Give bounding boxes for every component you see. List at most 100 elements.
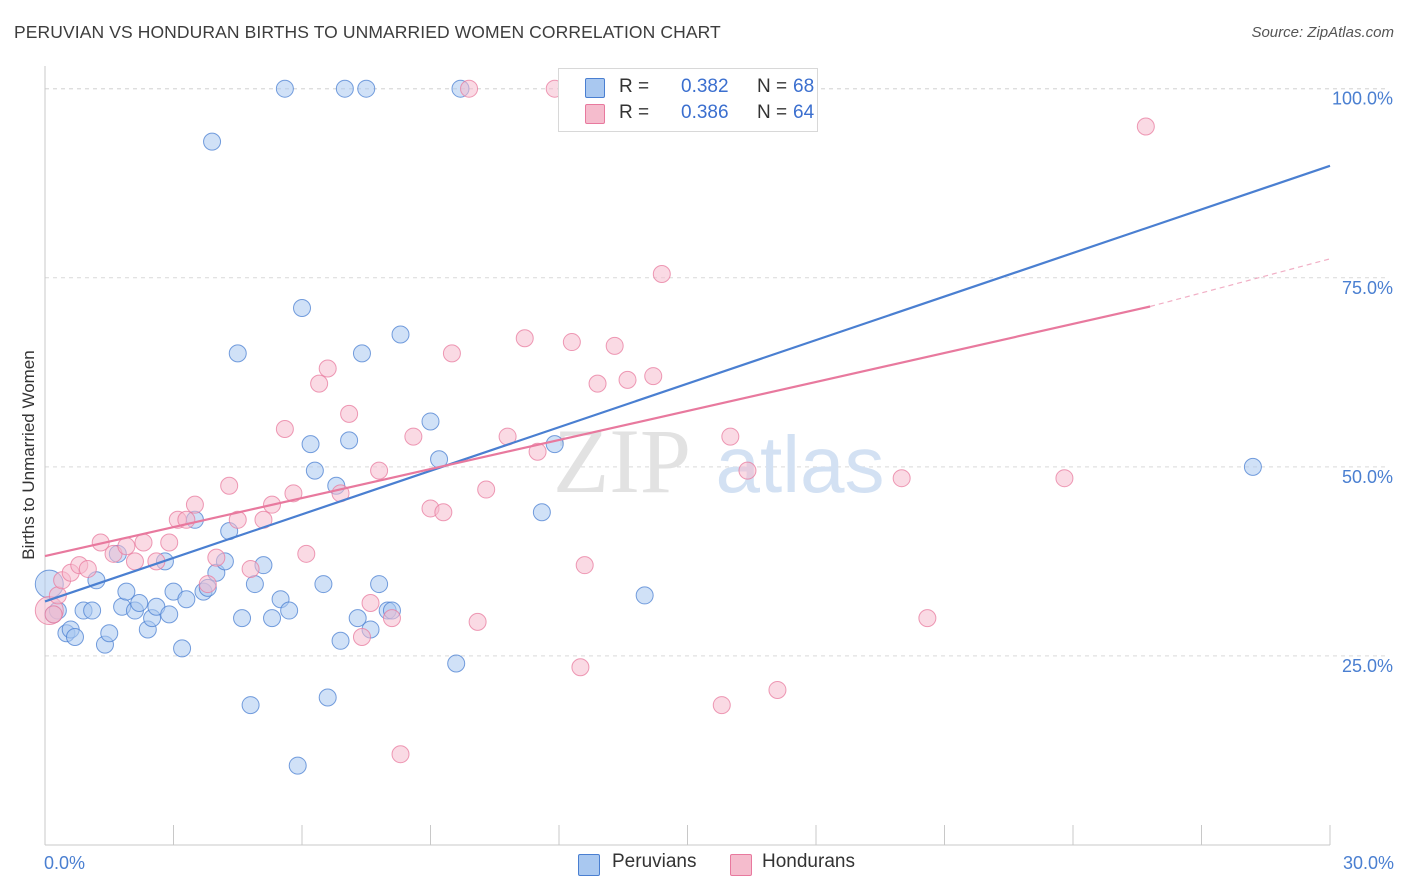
peruvian-point <box>352 344 371 363</box>
legend-swatch-pink <box>585 104 605 124</box>
peruvian-point <box>318 688 337 707</box>
peruvian-point <box>1243 457 1262 476</box>
peruvian-point <box>340 431 359 450</box>
legend-n-label: N = <box>757 76 788 97</box>
peruvians-swatch <box>578 854 600 876</box>
peruvian-point <box>203 132 222 151</box>
honduran-point <box>160 533 179 552</box>
peruvian-point <box>391 325 410 344</box>
peruvian-point <box>293 299 311 318</box>
honduran-point <box>207 548 226 567</box>
peruvian-point <box>130 593 149 612</box>
watermark-atlas: atlas <box>716 420 885 509</box>
honduran-point <box>340 404 359 423</box>
peruvian-point <box>263 609 282 628</box>
correlation-legend: R = 0.382 N = 68 R = 0.386 N = 64 <box>558 68 818 132</box>
honduran-point <box>1055 469 1074 488</box>
peruvian-point <box>335 79 354 98</box>
peruvian-point <box>275 79 294 98</box>
hondurans-swatch <box>730 854 752 876</box>
peruvian-point <box>245 575 264 594</box>
honduran-point <box>434 503 453 522</box>
peruvian-point <box>288 756 307 775</box>
honduran-point <box>125 552 144 571</box>
honduran-point <box>1136 117 1155 136</box>
honduran-point <box>78 559 97 578</box>
peruvian-point <box>241 696 260 715</box>
legend-n-value: 64 <box>793 102 815 123</box>
honduran-point <box>712 696 731 715</box>
watermark: ZIP atlas <box>553 410 884 512</box>
honduran-point <box>768 680 787 699</box>
honduran-point <box>618 370 637 389</box>
honduran-point <box>352 628 371 647</box>
legend-n-value: 68 <box>793 76 815 97</box>
peruvians-trend-line <box>44 164 1331 603</box>
honduran-point <box>370 461 389 480</box>
trend-layer <box>44 164 1331 603</box>
peruvian-point <box>65 628 84 647</box>
chart-title: PERUVIAN VS HONDURAN BIRTHS TO UNMARRIED… <box>14 22 721 42</box>
honduran-point <box>892 469 911 488</box>
y-tick-label: 75.0% <box>1342 278 1393 298</box>
peruvian-point <box>280 601 299 620</box>
honduran-point <box>117 537 136 556</box>
peruvian-point <box>301 435 320 454</box>
honduran-point <box>391 745 410 764</box>
honduran-point <box>310 374 329 393</box>
honduran-point <box>515 329 534 348</box>
hondurans-trend-extension <box>1149 258 1331 308</box>
legend-r-label: R = <box>619 76 650 97</box>
honduran-point <box>134 533 153 552</box>
honduran-point <box>198 575 217 594</box>
honduran-point <box>644 367 663 386</box>
legend-r-value: 0.386 <box>681 102 729 123</box>
honduran-point <box>44 605 63 624</box>
honduran-point <box>318 359 337 378</box>
source-credit: Source: ZipAtlas.com <box>1251 24 1394 41</box>
peruvian-point <box>357 79 376 98</box>
honduran-point <box>528 442 547 461</box>
peruvians-label: Peruvians <box>612 851 697 872</box>
peruvian-point <box>117 582 136 601</box>
y-tick-label: 50.0% <box>1342 467 1393 487</box>
peruvian-point <box>421 412 440 431</box>
honduran-point <box>575 556 594 575</box>
peruvian-point <box>305 461 324 480</box>
honduran-point <box>442 344 461 363</box>
honduran-point <box>382 609 401 628</box>
points-layer <box>34 79 1262 775</box>
honduran-point <box>241 559 260 578</box>
legend-r-value: 0.382 <box>681 76 729 97</box>
honduran-point <box>361 593 380 612</box>
peruvian-point <box>173 639 192 658</box>
honduran-point <box>468 612 487 631</box>
honduran-point <box>652 264 671 283</box>
peruvian-point <box>370 575 389 594</box>
peruvian-point <box>228 344 247 363</box>
peruvian-point <box>100 624 119 643</box>
peruvian-point <box>83 601 102 620</box>
legend-n-label: N = <box>757 102 788 123</box>
peruvian-point <box>160 605 179 624</box>
peruvian-point <box>635 586 654 605</box>
y-tick-label: 25.0% <box>1342 656 1393 676</box>
legend-r-label: R = <box>619 102 650 123</box>
y-tick-label: 100.0% <box>1332 89 1393 109</box>
honduran-point <box>477 480 496 499</box>
honduran-point <box>228 510 247 529</box>
hondurans-trend-line <box>44 305 1151 558</box>
peruvian-point <box>348 609 367 628</box>
y-axis-label: Births to Unmarried Women <box>19 350 38 559</box>
hondurans-label: Hondurans <box>762 851 855 872</box>
peruvian-point <box>233 609 252 628</box>
honduran-point <box>721 427 740 446</box>
peruvian-point <box>331 631 350 650</box>
honduran-point <box>562 333 581 352</box>
honduran-point <box>297 544 316 563</box>
honduran-point <box>275 420 294 439</box>
legend-swatch-blue <box>585 78 605 98</box>
honduran-point <box>605 336 624 355</box>
peruvian-point <box>177 590 196 609</box>
